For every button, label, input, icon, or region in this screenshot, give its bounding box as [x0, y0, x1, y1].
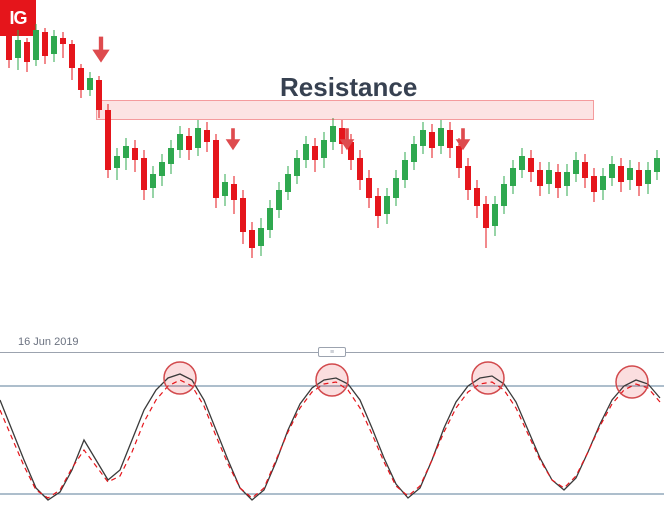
resistance-zone — [96, 100, 594, 120]
down-arrow-icon — [336, 126, 358, 152]
down-arrow-icon — [88, 34, 114, 65]
resistance-label: Resistance — [280, 72, 417, 103]
down-arrow-icon — [452, 126, 474, 152]
oscillator-chart — [0, 360, 664, 528]
chart-container: IG Resistance 16 Jun 2019 ≡ — [0, 0, 664, 528]
date-label: 16 Jun 2019 — [18, 336, 79, 348]
down-arrow-icon — [222, 126, 244, 152]
panel-divider-handle[interactable]: ≡ — [318, 347, 346, 357]
